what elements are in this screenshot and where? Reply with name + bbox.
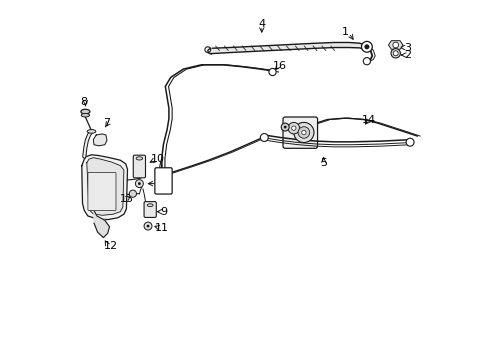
Circle shape: [283, 126, 286, 129]
Circle shape: [144, 222, 152, 230]
Circle shape: [138, 182, 141, 185]
Circle shape: [287, 122, 299, 134]
FancyBboxPatch shape: [144, 202, 156, 217]
Text: 6: 6: [294, 117, 302, 127]
Text: 9: 9: [160, 207, 167, 217]
Circle shape: [363, 58, 370, 65]
Polygon shape: [210, 42, 365, 54]
Circle shape: [260, 134, 268, 141]
Circle shape: [392, 51, 397, 56]
Text: 15: 15: [157, 177, 171, 187]
FancyBboxPatch shape: [88, 172, 116, 211]
Polygon shape: [387, 41, 402, 49]
Circle shape: [298, 127, 309, 138]
Circle shape: [390, 49, 400, 58]
Text: 5: 5: [320, 158, 326, 168]
Text: 10: 10: [150, 154, 164, 164]
Text: 16: 16: [272, 60, 286, 71]
Polygon shape: [87, 158, 123, 215]
Text: 11: 11: [154, 179, 168, 189]
Ellipse shape: [87, 130, 96, 133]
Polygon shape: [94, 211, 109, 238]
Circle shape: [281, 123, 288, 131]
Circle shape: [135, 180, 143, 188]
Circle shape: [291, 126, 295, 130]
Circle shape: [364, 44, 368, 49]
Text: 3: 3: [403, 42, 410, 53]
Ellipse shape: [147, 204, 153, 207]
Text: 1: 1: [341, 27, 348, 37]
Text: 11: 11: [154, 222, 168, 233]
Circle shape: [293, 122, 313, 143]
Circle shape: [392, 42, 398, 48]
Ellipse shape: [81, 109, 90, 114]
Circle shape: [406, 138, 413, 146]
Circle shape: [129, 190, 136, 197]
Text: 4: 4: [258, 19, 265, 30]
FancyBboxPatch shape: [283, 117, 317, 148]
FancyBboxPatch shape: [133, 155, 145, 178]
Ellipse shape: [136, 157, 142, 160]
Text: 7: 7: [103, 118, 110, 128]
Text: 8: 8: [81, 96, 88, 107]
Circle shape: [301, 130, 305, 135]
Circle shape: [361, 41, 371, 52]
FancyBboxPatch shape: [155, 168, 172, 194]
Text: 2: 2: [403, 50, 410, 60]
Polygon shape: [93, 134, 107, 146]
Circle shape: [146, 225, 149, 228]
Text: 14: 14: [361, 114, 375, 125]
Text: 13: 13: [119, 194, 133, 204]
Text: 12: 12: [103, 240, 118, 251]
Polygon shape: [81, 155, 127, 220]
Ellipse shape: [81, 113, 89, 117]
Circle shape: [268, 68, 276, 76]
